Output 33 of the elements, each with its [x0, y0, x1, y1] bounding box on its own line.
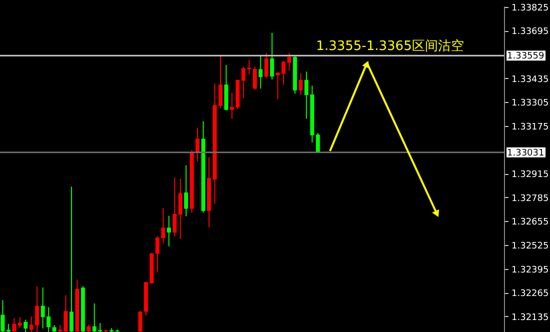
candlestick	[69, 186, 74, 332]
candlestick	[316, 132, 320, 153]
y-tick-label: 1.33435	[512, 74, 549, 85]
candlestick	[184, 164, 188, 217]
y-tick-label: 1.32785	[512, 194, 549, 204]
y-tick-label: 1.32265	[512, 289, 549, 300]
candlestick	[264, 52, 268, 78]
y-tick-label: 1.32135	[512, 312, 549, 323]
candlestick	[138, 310, 142, 332]
candlestick	[252, 66, 257, 90]
candlestick	[178, 178, 182, 240]
ref-line-label: 1.33559	[507, 52, 544, 62]
candlestick	[64, 294, 68, 332]
candlestick	[24, 319, 28, 332]
annotation: 1.3355-1.3365区间沽空	[316, 39, 464, 54]
y-tick-label: 1.33695	[512, 27, 549, 38]
y-tick-label: 1.32655	[512, 218, 549, 228]
ref-line-label: 1.33031	[507, 148, 544, 158]
candlestick	[270, 32, 274, 80]
candlestick	[12, 318, 16, 332]
candlestick	[258, 55, 263, 90]
y-tick-label: 1.33175	[512, 122, 549, 132]
candlestick	[298, 72, 303, 96]
y-tick-label: 1.32915	[512, 170, 549, 180]
candlestick	[172, 177, 177, 237]
candlestick	[166, 215, 171, 247]
y-tick-label: 1.33305	[512, 98, 549, 109]
candlestick	[18, 316, 22, 328]
candlestick	[0, 300, 5, 332]
y-tick-label: 1.32395	[512, 265, 549, 276]
candlestick	[196, 127, 200, 162]
y-tick-label: 1.32525	[512, 242, 549, 252]
y-tick-label: 1.33825	[512, 3, 549, 14]
